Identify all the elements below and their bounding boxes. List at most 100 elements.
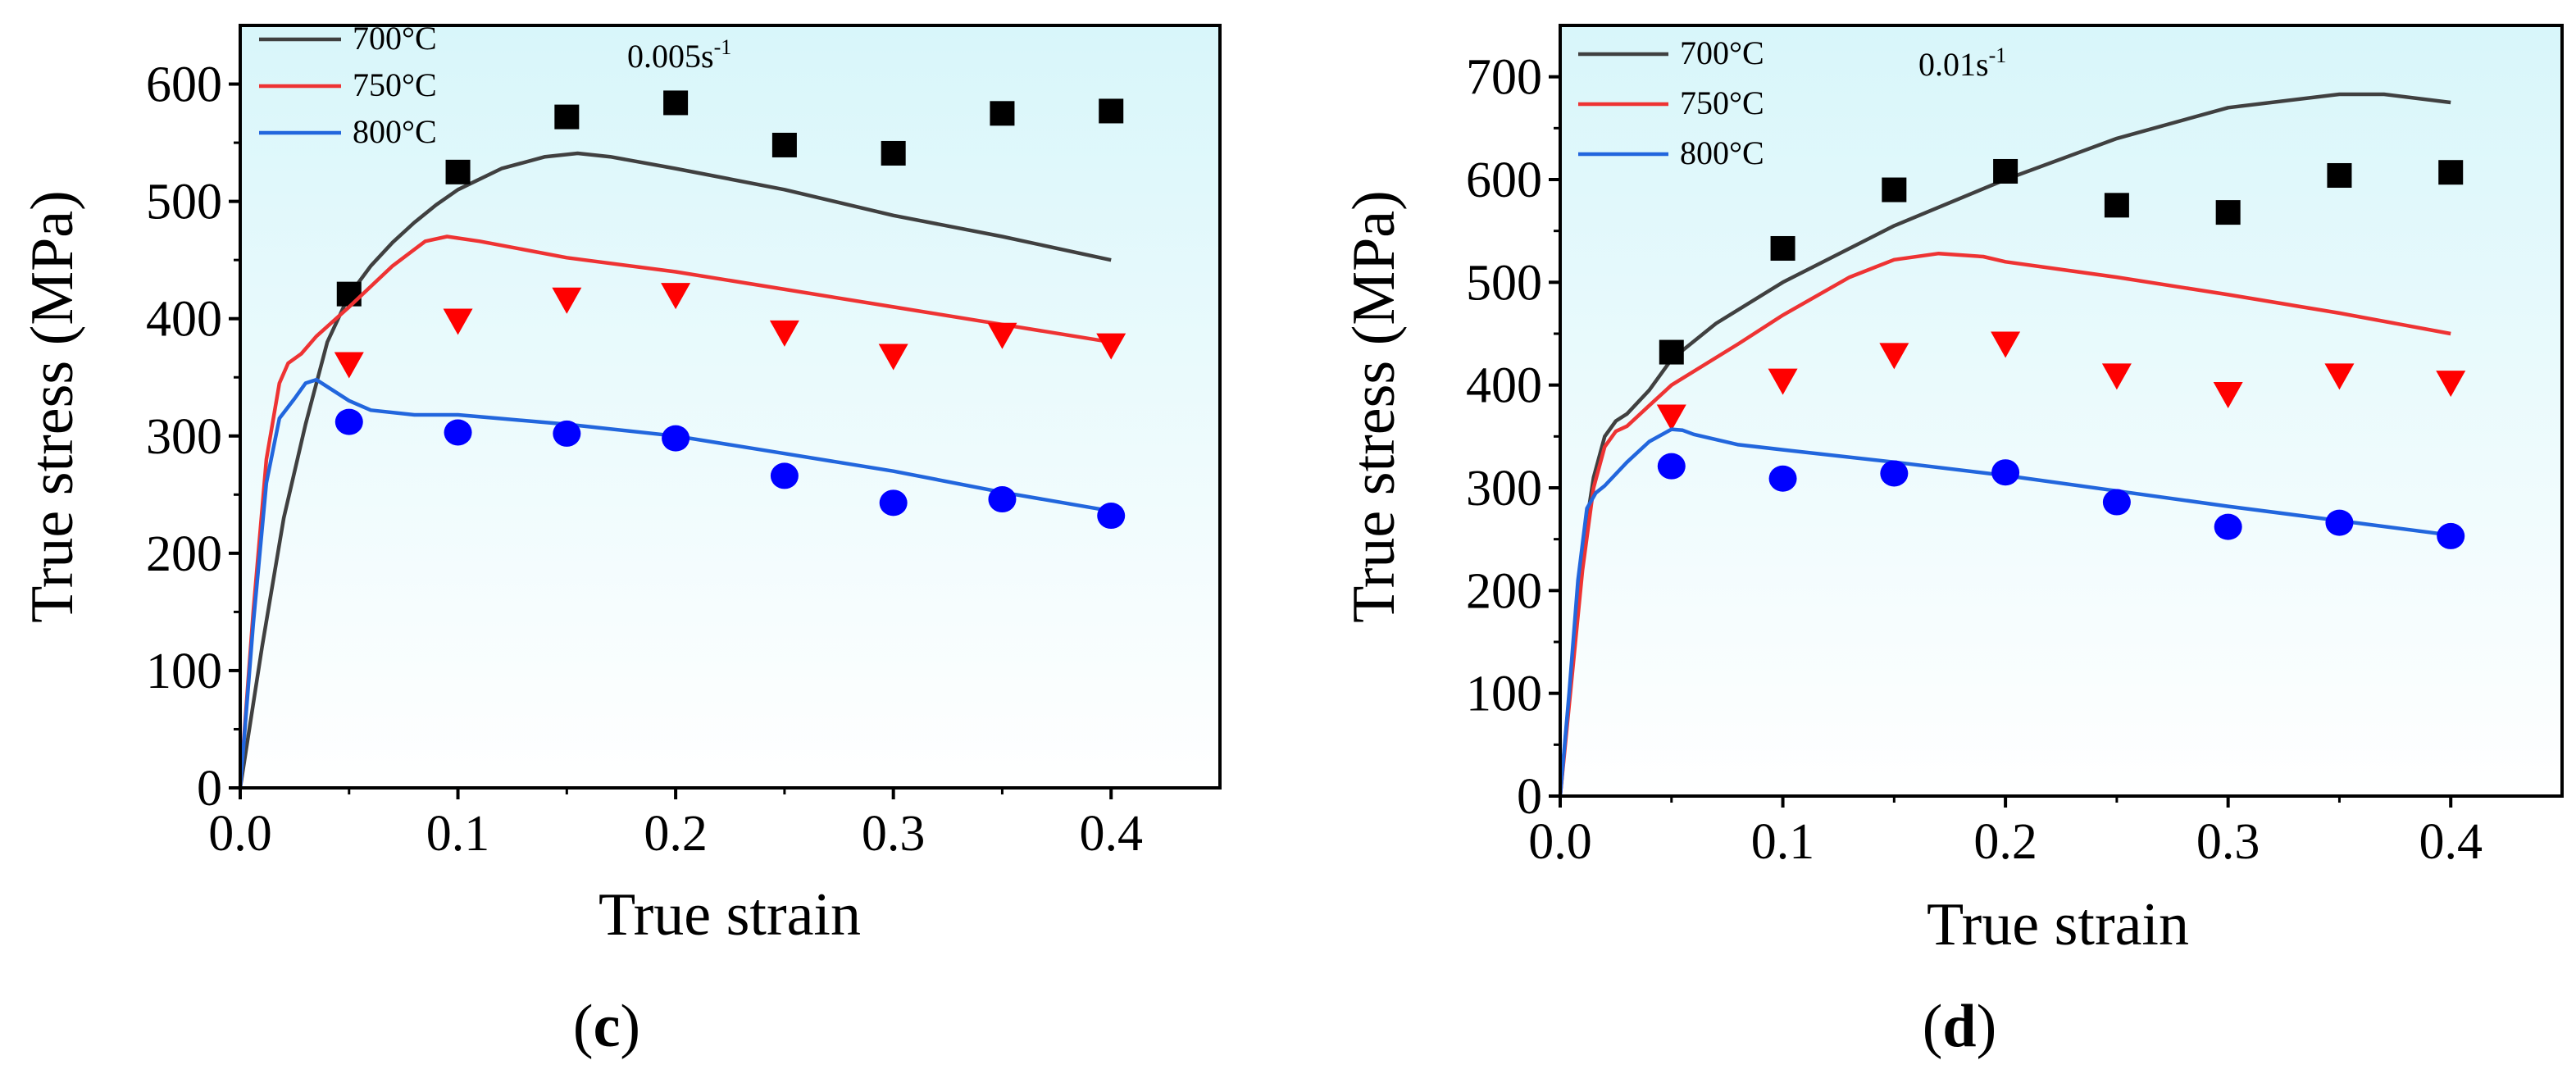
- data-point-circle: [2102, 489, 2131, 516]
- data-point-circle: [2437, 522, 2465, 549]
- series-line-750°C: [238, 234, 1112, 789]
- plot-area-c: [240, 25, 1220, 788]
- plot-area-d: [1560, 25, 2562, 796]
- data-point-square: [1099, 98, 1124, 124]
- series-line-800°C: [238, 377, 1112, 789]
- legend-d: 700°C 750°C 800°C: [1578, 34, 1764, 171]
- y-tick-label: 200: [1466, 563, 1542, 619]
- x-tick-label: 0.0: [208, 806, 272, 862]
- x-axis-label-d: True strain: [1927, 891, 2189, 958]
- x-tick-label: 0.2: [1973, 814, 2037, 870]
- legend-label: 750°C: [1680, 84, 1764, 121]
- y-tick-label: 300: [146, 409, 222, 465]
- data-point-square: [2438, 160, 2464, 185]
- y-tick-label: 0: [1517, 769, 1542, 825]
- x-axis-label-c: True strain: [598, 881, 861, 949]
- y-tick-label: 0: [197, 761, 222, 817]
- data-point-triangle: [2324, 363, 2355, 390]
- data-point-circle: [553, 420, 581, 447]
- legend-c: 700°C 750°C 800°C: [259, 20, 437, 150]
- y-tick-label: 500: [146, 175, 222, 230]
- data-point-square: [1770, 235, 1795, 261]
- data-point-circle: [879, 489, 908, 517]
- data-point-square: [1993, 158, 2018, 184]
- data-point-square: [2215, 200, 2241, 225]
- data-point-triangle: [661, 283, 691, 310]
- plot-frame-c: [239, 24, 1222, 790]
- data-point-square: [1659, 339, 1684, 365]
- y-tick-label: 500: [1466, 255, 1542, 311]
- data-point-triangle: [878, 344, 908, 371]
- chart-d: 0.0 0.1 0.2 0.3 0.4 0 100 200 300 400 500 600 700 70…: [1340, 24, 2564, 1060]
- data-point-square: [2104, 193, 2129, 218]
- data-point-circle: [1768, 465, 1797, 492]
- legend-label: 800°C: [353, 113, 437, 150]
- axes-d: 0.0 0.1 0.2 0.3 0.4 0 100 200 300 400 500 600 700: [1466, 50, 2483, 870]
- data-point-square: [2327, 162, 2352, 188]
- data-point-square: [445, 159, 471, 184]
- data-point-circle: [2325, 509, 2354, 536]
- data-point-circle: [770, 462, 799, 489]
- series-line-700°C: [238, 151, 1112, 789]
- panel-label-c: (c): [573, 993, 640, 1060]
- x-tick-label: 0.0: [1528, 814, 1592, 870]
- data-point-triangle: [1991, 331, 2021, 358]
- x-tick-label: 0.4: [1079, 806, 1143, 862]
- data-point-triangle: [552, 287, 582, 314]
- data-point-triangle: [334, 352, 364, 379]
- data-point-triangle: [1768, 368, 1798, 395]
- x-tick-label: 0.1: [426, 806, 490, 862]
- y-tick-label: 400: [1466, 358, 1542, 414]
- legend-label: 700°C: [1680, 34, 1764, 71]
- data-point-circle: [444, 419, 472, 446]
- data-point-square: [336, 281, 362, 307]
- data-point-triangle: [2101, 363, 2132, 390]
- x-tick-label: 0.2: [644, 806, 708, 862]
- panel-label-d: (d): [1923, 993, 1996, 1060]
- chart-c: 0.0 0.1 0.2 0.3 0.4 0 100 200 300 400 500 600 700°C…: [19, 20, 1222, 1060]
- data-point-square: [663, 90, 689, 116]
- data-point-circle: [1097, 503, 1126, 530]
- data-point-circle: [1880, 460, 1909, 487]
- plot-marks-d: [1558, 92, 2466, 797]
- y-tick-label: 300: [1466, 461, 1542, 517]
- legend-label: 700°C: [353, 20, 437, 57]
- plot-frame-d: [1559, 24, 2564, 798]
- data-point-triangle: [2213, 381, 2243, 408]
- series-line-750°C: [1558, 251, 2451, 797]
- data-point-square: [1882, 177, 1907, 203]
- x-tick-label: 0.4: [2419, 814, 2483, 870]
- y-tick-label: 600: [1466, 152, 1542, 208]
- data-point-square: [881, 140, 906, 166]
- y-axis-label-c: True stress (MPa): [19, 190, 86, 623]
- data-point-circle: [1657, 453, 1686, 480]
- data-point-circle: [2214, 513, 2242, 540]
- data-point-circle: [988, 486, 1017, 513]
- data-point-square: [771, 132, 797, 157]
- legend-label: 750°C: [353, 66, 437, 103]
- data-point-triangle: [1656, 404, 1686, 431]
- data-point-triangle: [987, 322, 1017, 349]
- x-tick-label: 0.3: [862, 806, 926, 862]
- legend-label: 800°C: [1680, 134, 1764, 171]
- y-tick-label: 400: [146, 292, 222, 348]
- x-tick-label: 0.1: [1751, 814, 1815, 870]
- data-point-triangle: [443, 308, 473, 335]
- data-point-circle: [662, 425, 690, 452]
- data-point-circle: [335, 408, 363, 435]
- y-tick-label: 100: [1466, 667, 1542, 722]
- strain-rate-label-c: 0.005s-1: [627, 35, 731, 75]
- data-point-triangle: [1096, 333, 1126, 360]
- data-point-square: [990, 101, 1015, 126]
- data-point-triangle: [769, 320, 799, 347]
- y-tick-label: 100: [146, 644, 222, 699]
- y-tick-label: 200: [146, 526, 222, 582]
- axes-c: 0.0 0.1 0.2 0.3 0.4 0 100 200 300 400 500 600: [146, 57, 1143, 862]
- x-tick-label: 0.3: [2196, 814, 2260, 870]
- strain-rate-label-d: 0.01s-1: [1918, 43, 2006, 83]
- y-tick-label: 700: [1466, 50, 1542, 106]
- data-point-triangle: [1879, 343, 1909, 370]
- data-point-circle: [1991, 459, 2020, 486]
- data-point-triangle: [2436, 371, 2466, 398]
